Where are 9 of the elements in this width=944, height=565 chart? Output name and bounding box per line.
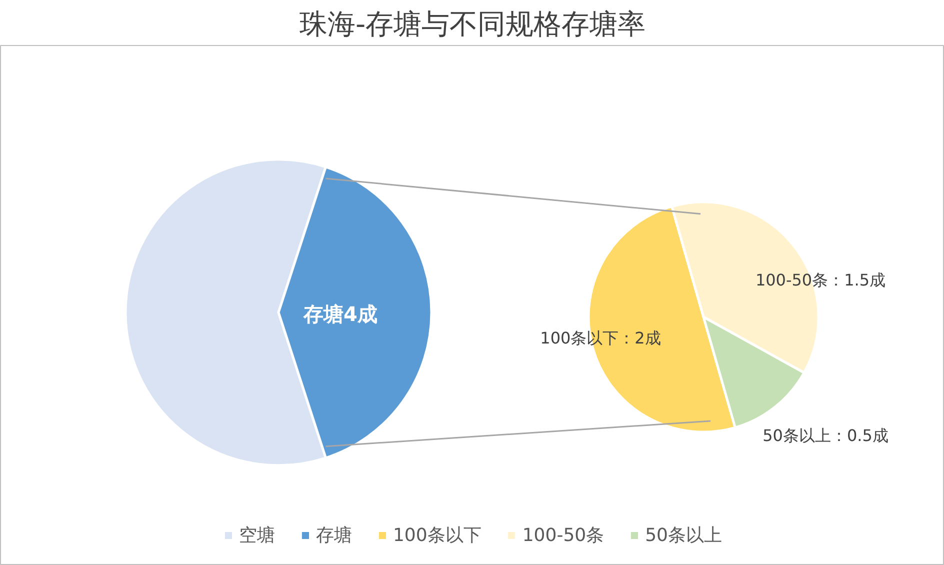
- data-label: 50条以上：0.5成: [762, 426, 888, 446]
- legend-label: 100条以下: [392, 524, 482, 547]
- legend-label: 存塘: [316, 524, 352, 547]
- legend-label: 50条以上: [645, 524, 722, 547]
- data-label: 100-50条：1.5成: [755, 270, 886, 290]
- legend-label: 100-50条: [522, 524, 604, 547]
- data-label: 存塘4成: [302, 302, 378, 326]
- chart-title: 珠海-存塘与不同规格存塘率: [299, 8, 646, 40]
- legend-label: 空塘: [238, 524, 275, 547]
